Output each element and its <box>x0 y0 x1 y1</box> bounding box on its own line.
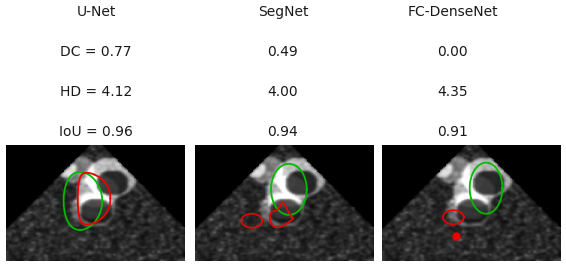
Text: 0.49: 0.49 <box>268 45 298 59</box>
Text: HD = 4.12: HD = 4.12 <box>60 85 132 99</box>
Text: SegNet: SegNet <box>258 5 308 19</box>
Text: 4.00: 4.00 <box>268 85 298 99</box>
Text: 0.94: 0.94 <box>268 125 298 139</box>
Text: 4.35: 4.35 <box>438 85 468 99</box>
Text: U-Net: U-Net <box>76 5 116 19</box>
Text: FC-DenseNet: FC-DenseNet <box>408 5 498 19</box>
Text: 0.91: 0.91 <box>438 125 468 139</box>
Text: IoU = 0.96: IoU = 0.96 <box>59 125 133 139</box>
Text: 0.00: 0.00 <box>438 45 468 59</box>
Text: DC = 0.77: DC = 0.77 <box>61 45 132 59</box>
